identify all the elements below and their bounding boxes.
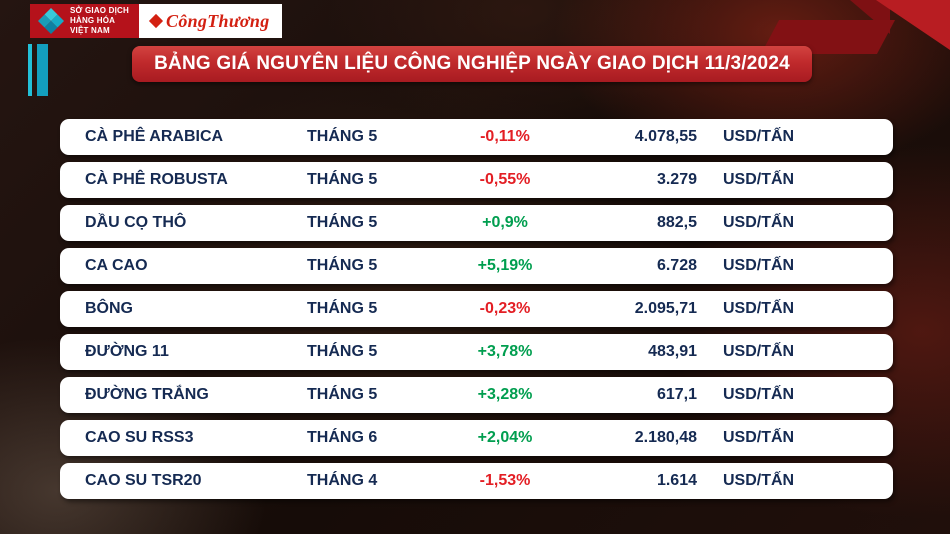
price-unit: USD/TẤN bbox=[723, 386, 795, 403]
page-title: BẢNG GIÁ NGUYÊN LIỆU CÔNG NGHIỆP NGÀY GI… bbox=[154, 53, 790, 74]
price-value: 2.095,71 bbox=[634, 300, 697, 317]
contract-month: THÁNG 6 bbox=[307, 429, 378, 446]
price-unit: USD/TẤN bbox=[723, 171, 795, 188]
change-percent: +2,04% bbox=[477, 429, 533, 446]
table-row: ĐƯỜNG TRẮNG THÁNG 5 +3,28% 617,1 USD/TẤN bbox=[60, 377, 893, 413]
price-value: 882,5 bbox=[656, 214, 697, 231]
contract-month: THÁNG 5 bbox=[307, 257, 378, 274]
commodity-name: BÔNG bbox=[85, 300, 133, 317]
price-unit: USD/TẤN bbox=[723, 257, 795, 274]
congthuong-logo: CôngThương bbox=[139, 4, 282, 38]
congthuong-logo-text: CôngThương bbox=[166, 10, 270, 31]
table-row: CA CAO THÁNG 5 +5,19% 6.728 USD/TẤN bbox=[60, 248, 893, 284]
change-percent: -0,55% bbox=[479, 171, 531, 188]
table-row: BÔNG THÁNG 5 -0,23% 2.095,71 USD/TẤN bbox=[60, 291, 893, 327]
commodity-name: CÀ PHÊ ARABICA bbox=[85, 128, 224, 145]
exchange-name: SỞ GIAO DỊCH HÀNG HÓA VIỆT NAM bbox=[70, 6, 129, 36]
price-value: 1.614 bbox=[656, 472, 697, 489]
commodity-name: CA CAO bbox=[85, 257, 148, 274]
title-banner: BẢNG GIÁ NGUYÊN LIỆU CÔNG NGHIỆP NGÀY GI… bbox=[132, 46, 812, 82]
price-value: 2.180,48 bbox=[634, 429, 697, 446]
change-percent: +3,28% bbox=[477, 386, 533, 403]
table-row: CÀ PHÊ ROBUSTA THÁNG 5 -0,55% 3.279 USD/… bbox=[60, 162, 893, 198]
exchange-name-line2: HÀNG HÓA bbox=[70, 16, 116, 25]
price-value: 3.279 bbox=[656, 171, 697, 188]
contract-month: THÁNG 5 bbox=[307, 214, 378, 231]
table-row: CAO SU RSS3 THÁNG 6 +2,04% 2.180,48 USD/… bbox=[60, 420, 893, 456]
contract-month: THÁNG 5 bbox=[307, 386, 378, 403]
commodity-name: ĐƯỜNG 11 bbox=[85, 343, 169, 360]
commodity-name: DẦU CỌ THÔ bbox=[85, 214, 187, 231]
header-logos: SỞ GIAO DỊCH HÀNG HÓA VIỆT NAM CôngThươn… bbox=[30, 4, 282, 38]
exchange-name-line1: SỞ GIAO DỊCH bbox=[70, 6, 130, 15]
change-percent: +3,78% bbox=[477, 343, 533, 360]
contract-month: THÁNG 5 bbox=[307, 343, 378, 360]
change-percent: -1,53% bbox=[479, 472, 531, 489]
mxv-exchange-logo: SỞ GIAO DỊCH HÀNG HÓA VIỆT NAM bbox=[30, 4, 140, 38]
contract-month: THÁNG 5 bbox=[307, 128, 378, 145]
price-value: 483,91 bbox=[648, 343, 697, 360]
table-row: DẦU CỌ THÔ THÁNG 5 +0,9% 882,5 USD/TẤN bbox=[60, 205, 893, 241]
table-row: ĐƯỜNG 11 THÁNG 5 +3,78% 483,91 USD/TẤN bbox=[60, 334, 893, 370]
price-table: CÀ PHÊ ARABICA THÁNG 5 -0,11% 4.078,55 U… bbox=[60, 119, 893, 506]
contract-month: THÁNG 5 bbox=[307, 300, 378, 317]
mxv-diamond-icon bbox=[38, 8, 64, 34]
change-percent: -0,11% bbox=[480, 128, 530, 145]
table-row: CÀ PHÊ ARABICA THÁNG 5 -0,11% 4.078,55 U… bbox=[60, 119, 893, 155]
price-unit: USD/TẤN bbox=[723, 429, 795, 446]
change-percent: +5,19% bbox=[477, 257, 533, 274]
change-percent: -0,23% bbox=[479, 300, 531, 317]
price-value: 4.078,55 bbox=[634, 128, 697, 145]
price-unit: USD/TẤN bbox=[723, 128, 795, 145]
contract-month: THÁNG 5 bbox=[307, 171, 378, 188]
congthuong-diamond-icon bbox=[148, 13, 164, 29]
price-value: 6.728 bbox=[656, 257, 697, 274]
price-unit: USD/TẤN bbox=[723, 214, 795, 231]
commodity-name: ĐƯỜNG TRẮNG bbox=[85, 386, 209, 403]
change-percent: +0,9% bbox=[482, 214, 528, 231]
commodity-name: CAO SU RSS3 bbox=[85, 429, 194, 446]
contract-month: THÁNG 4 bbox=[307, 472, 378, 489]
price-value: 617,1 bbox=[656, 386, 697, 403]
price-unit: USD/TẤN bbox=[723, 300, 795, 317]
exchange-name-line3: VIỆT NAM bbox=[70, 26, 110, 35]
commodity-name: CÀ PHÊ ROBUSTA bbox=[85, 171, 228, 188]
commodity-name: CAO SU TSR20 bbox=[85, 472, 202, 489]
cyan-accent-bar-thin bbox=[28, 44, 32, 96]
cyan-accent-bar-thick bbox=[37, 44, 48, 96]
price-unit: USD/TẤN bbox=[723, 343, 795, 360]
table-row: CAO SU TSR20 THÁNG 4 -1,53% 1.614 USD/TẤ… bbox=[60, 463, 893, 499]
price-unit: USD/TẤN bbox=[723, 472, 795, 489]
